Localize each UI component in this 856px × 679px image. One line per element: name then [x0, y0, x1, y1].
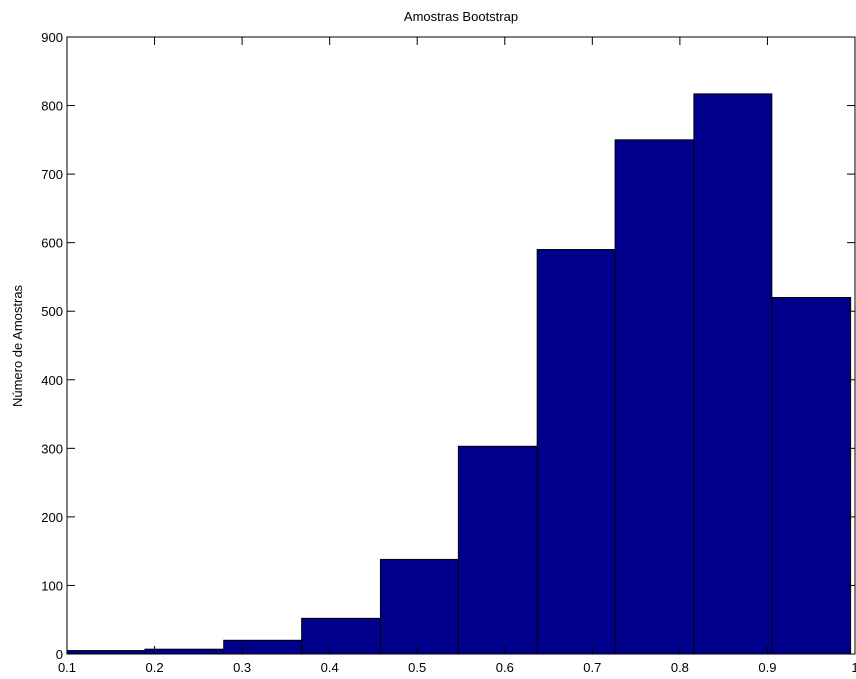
x-tick-label-4: 0.5: [408, 660, 426, 675]
histogram-bar-5: [457, 445, 538, 655]
y-axis-label: Número de Amostras: [10, 284, 25, 407]
histogram-bar-8: [693, 93, 773, 655]
bars-group: [66, 93, 852, 655]
y-tick-label-2: 200: [41, 510, 63, 525]
histogram-bar-9: [771, 297, 852, 655]
x-tick-label-2: 0.3: [233, 660, 251, 675]
histogram-bar-6: [536, 249, 616, 655]
histogram-bar-0: [66, 650, 146, 655]
x-tick-label-3: 0.4: [321, 660, 339, 675]
histogram-bar-7: [614, 139, 695, 655]
x-tick-label-7: 0.8: [671, 660, 689, 675]
histogram-bar-2: [223, 639, 303, 655]
y-tick-label-6: 600: [41, 236, 63, 251]
y-tick-label-3: 300: [41, 441, 63, 456]
x-tick-label-8: 0.9: [758, 660, 776, 675]
y-tick-label-5: 500: [41, 304, 63, 319]
y-tick-label-4: 400: [41, 373, 63, 388]
plot-frame: [66, 36, 856, 655]
y-tick-label-1: 100: [41, 578, 63, 593]
y-tick-label-7: 700: [41, 167, 63, 182]
x-tick-label-1: 0.2: [146, 660, 164, 675]
histogram-bar-3: [301, 617, 381, 655]
x-tick-label-9: 1: [851, 660, 856, 675]
ticks-group: 0.1 0.2 0.3 0.4 0.5 0.6 0.7 0.8 0.9 1 0 100 200 300 40…: [41, 30, 856, 675]
histogram-bar-1: [144, 648, 225, 655]
x-tick-label-5: 0.6: [496, 660, 514, 675]
x-tick-label-6: 0.7: [583, 660, 601, 675]
y-tick-label-9: 900: [41, 30, 63, 45]
x-tick-label-0: 0.1: [58, 660, 76, 675]
chart-title: Amostras Bootstrap: [404, 9, 518, 24]
y-tick-label-8: 800: [41, 99, 63, 114]
histogram-bar-4: [379, 558, 459, 655]
y-tick-label-0: 0: [56, 647, 63, 662]
